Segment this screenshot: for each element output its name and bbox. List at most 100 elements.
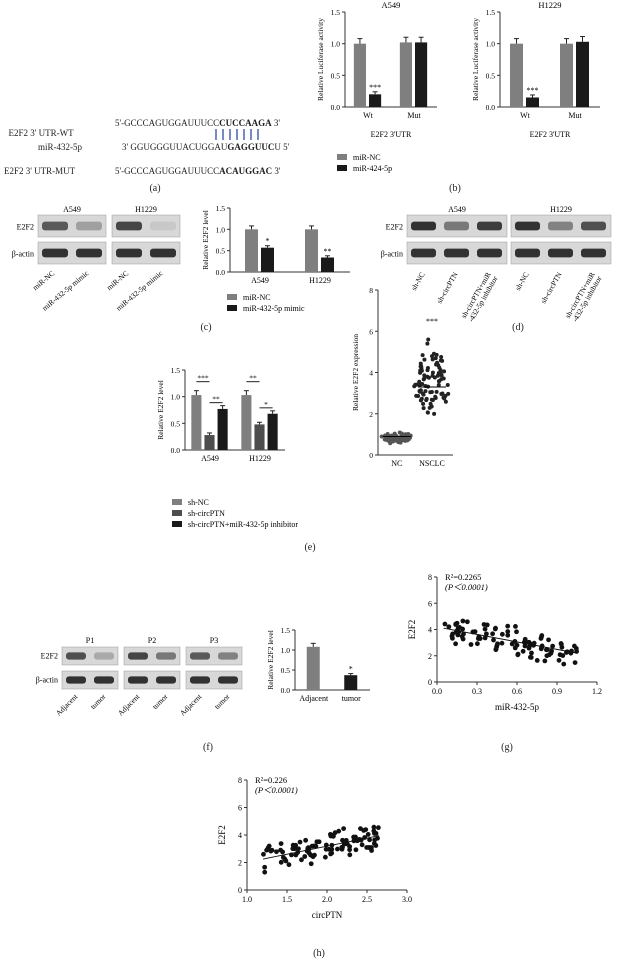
data-point (283, 858, 289, 864)
data-point (417, 379, 422, 384)
bar-Mut-miR-424-5p (415, 42, 428, 107)
protein-band (42, 221, 68, 231)
blot-row-label: β-actin (12, 249, 34, 258)
blot-lane-label: Adjacent (116, 691, 142, 717)
y-axis-label: Relative Luciferase activity (471, 18, 480, 101)
blot-membrane (185, 646, 243, 666)
data-point (433, 356, 438, 361)
bar-Mut-miR-424-5p (576, 41, 589, 108)
data-point (425, 410, 430, 415)
x-tick-label: 0.6 (512, 687, 522, 696)
wt-label: E2F2 3' UTR-WT (8, 128, 74, 138)
wt-sequence: 5'-GCCCAGUGGAUUUCCCUCCAAGA 3' (115, 118, 280, 128)
data-point (529, 650, 534, 656)
data-point (499, 631, 505, 637)
legend-e: sh-NC sh-circPTN sh-circPTN+miR-432-5p inh… (172, 498, 298, 529)
protein-band (190, 676, 210, 684)
x-tick-label: Adjacent (299, 694, 329, 703)
x-tick-label: 3.0 (402, 895, 412, 904)
significance-label: ** (249, 374, 257, 383)
data-point (539, 633, 545, 638)
data-point (314, 839, 320, 845)
blot-row-label: E2F2 (41, 652, 58, 661)
protein-band (411, 248, 436, 258)
y-tick-label: 4 (238, 831, 242, 840)
data-point (375, 825, 381, 831)
data-point (484, 631, 489, 637)
data-point (561, 661, 567, 667)
blot-row-label: E2F2 (17, 222, 34, 231)
data-point (482, 626, 488, 632)
data-point (399, 437, 404, 442)
x-tick-label: H1229 (309, 276, 331, 285)
x-tick-label: 1.2 (592, 687, 602, 696)
panel-label-c: (c) (200, 322, 212, 333)
data-point (365, 832, 371, 837)
significance-label: * (264, 400, 268, 409)
data-point (264, 847, 270, 853)
data-point (446, 624, 452, 630)
data-point (460, 626, 466, 632)
x-tick-label: 1.0 (242, 895, 252, 904)
blot-lane-label: tumor (150, 692, 169, 711)
data-point (484, 622, 490, 628)
data-point (515, 651, 521, 657)
data-point (394, 437, 399, 442)
bar-H1229-sh-circPTN+miR-432-5p inhibitor (267, 413, 278, 450)
x-tick-label: Mut (407, 111, 421, 120)
protein-band (76, 221, 102, 231)
legend-label: miR-432-5p mimic (243, 304, 305, 313)
data-point (430, 354, 435, 359)
legend-label: sh-circPTN+miR-432-5p inhibitor (188, 520, 298, 529)
data-point (419, 368, 424, 373)
data-point (430, 357, 435, 362)
data-point (425, 341, 430, 346)
data-point (339, 844, 345, 850)
y-tick-label: 6 (369, 327, 373, 336)
bar-tumor-v (344, 675, 358, 690)
x-tick-label: Wt (520, 111, 531, 120)
blot-group-label: P2 (148, 636, 156, 645)
data-point (534, 658, 540, 663)
data-point (399, 431, 404, 436)
protein-band (156, 676, 176, 684)
protein-band (444, 248, 469, 258)
mut-seq-bold: ACAUGGAC (219, 166, 273, 176)
bar-A549-sh-circPTN+miR-432-5p inhibitor (217, 408, 228, 450)
significance-label: * (349, 665, 353, 674)
bar-Adjacent-v (306, 646, 320, 690)
bar-Wt-miR-NC (510, 43, 523, 107)
y-tick-label: 0.5 (171, 419, 181, 428)
data-point (429, 397, 434, 402)
panel-label-d: (d) (512, 322, 524, 333)
data-point (309, 843, 315, 849)
bar-H1229-miR-NC (305, 229, 318, 272)
protein-band (515, 248, 540, 258)
data-point (328, 833, 334, 839)
blot-membrane (123, 646, 181, 666)
fit-line (443, 627, 578, 654)
chart-title: A549 (382, 0, 401, 10)
blot-membrane (123, 670, 181, 690)
data-point (379, 434, 384, 439)
data-point (542, 658, 548, 664)
data-point (364, 845, 370, 850)
blot-membrane (37, 214, 107, 238)
data-point (442, 396, 447, 401)
protein-band (411, 221, 436, 231)
chart-c-e2f2-level: 0.0 0.5 1.0 1.5 Relative E2F2 level A549 H1229… (201, 204, 350, 285)
p-value-label: (P＜0.0001) (445, 582, 488, 592)
bar-Wt-miR-424-5p (369, 94, 382, 107)
data-point (505, 632, 511, 638)
protein-band (444, 221, 469, 231)
r-squared-label: R²=0.226 (255, 775, 287, 785)
x-tick-label: 2.0 (322, 895, 332, 904)
blot-lane-label: tumor (212, 692, 231, 711)
significance-label: ** (212, 395, 220, 404)
data-point (359, 842, 365, 848)
legend-swatch (172, 499, 182, 505)
data-point (440, 391, 445, 396)
fit-line (262, 835, 380, 860)
y-tick-label: 1.0 (171, 393, 181, 402)
